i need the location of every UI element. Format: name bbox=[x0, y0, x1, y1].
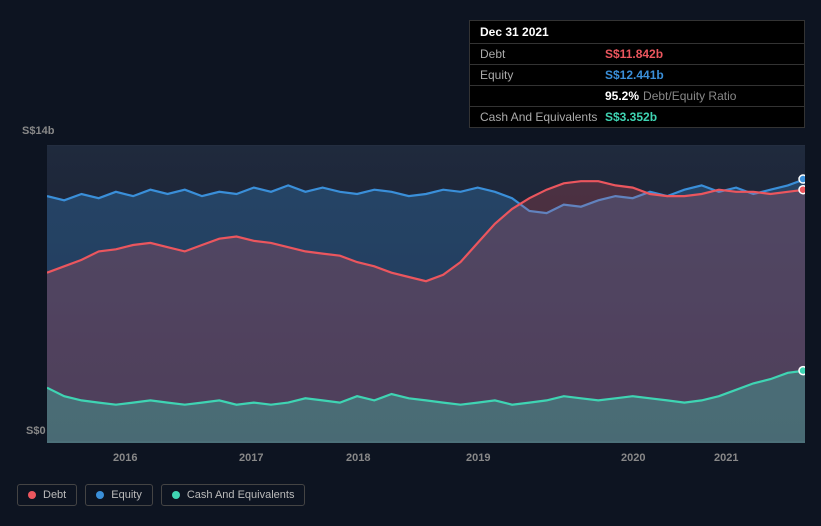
tooltip-row: EquityS$12.441b bbox=[470, 65, 804, 86]
tooltip-row-label: Equity bbox=[480, 68, 605, 82]
tooltip-row-value: S$11.842b bbox=[605, 47, 663, 61]
legend-dot bbox=[28, 491, 36, 499]
legend-dot bbox=[96, 491, 104, 499]
legend-item-debt[interactable]: Debt bbox=[17, 484, 77, 506]
legend-label: Cash And Equivalents bbox=[187, 489, 295, 501]
chart-end-marker bbox=[799, 186, 805, 194]
tooltip-row-value: 95.2%Debt/Equity Ratio bbox=[605, 89, 736, 103]
legend: Debt Equity Cash And Equivalents bbox=[17, 484, 305, 506]
x-axis-year-label: 2016 bbox=[113, 452, 137, 464]
tooltip-row: DebtS$11.842b bbox=[470, 44, 804, 65]
legend-label: Equity bbox=[111, 489, 142, 501]
x-axis-year-label: 2017 bbox=[239, 452, 263, 464]
legend-item-equity[interactable]: Equity bbox=[85, 484, 153, 506]
chart-plot-area[interactable] bbox=[47, 145, 805, 443]
tooltip-row-suffix: Debt/Equity Ratio bbox=[643, 89, 736, 103]
chart-end-marker bbox=[799, 175, 805, 183]
tooltip-row-label bbox=[480, 89, 605, 103]
y-axis-min-label: S$0 bbox=[26, 425, 46, 437]
tooltip-row-value: S$3.352b bbox=[605, 110, 657, 124]
legend-item-cash-and-equivalents[interactable]: Cash And Equivalents bbox=[161, 484, 306, 506]
chart-tooltip: Dec 31 2021 DebtS$11.842bEquityS$12.441b… bbox=[469, 20, 805, 128]
x-axis-year-label: 2020 bbox=[621, 452, 645, 464]
tooltip-date: Dec 31 2021 bbox=[470, 21, 804, 44]
x-axis-year-label: 2021 bbox=[714, 452, 738, 464]
tooltip-row: Cash And EquivalentsS$3.352b bbox=[470, 107, 804, 127]
tooltip-row-label: Cash And Equivalents bbox=[480, 110, 605, 124]
legend-label: Debt bbox=[43, 489, 66, 501]
tooltip-row-label: Debt bbox=[480, 47, 605, 61]
legend-dot bbox=[172, 491, 180, 499]
tooltip-row-value: S$12.441b bbox=[605, 68, 664, 82]
tooltip-rows: DebtS$11.842bEquityS$12.441b95.2%Debt/Eq… bbox=[470, 44, 804, 127]
y-axis-max-label: S$14b bbox=[22, 125, 54, 137]
x-axis-year-label: 2018 bbox=[346, 452, 370, 464]
x-axis-year-label: 2019 bbox=[466, 452, 490, 464]
chart-end-marker bbox=[799, 367, 805, 375]
chart-svg bbox=[47, 145, 805, 443]
tooltip-row: 95.2%Debt/Equity Ratio bbox=[470, 86, 804, 107]
